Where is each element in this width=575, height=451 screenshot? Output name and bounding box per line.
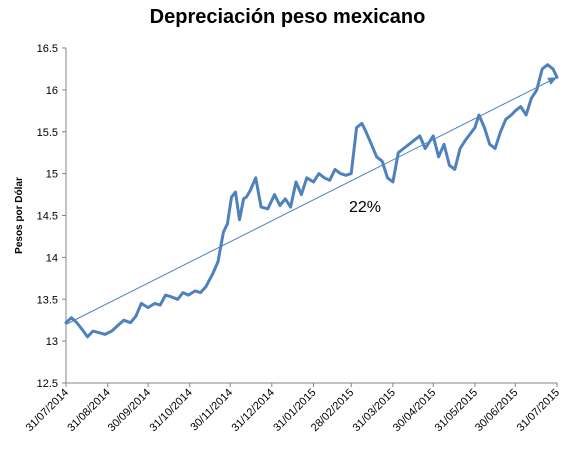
y-tick-label: 16.5 [37,43,58,55]
y-tick-label: 14.5 [37,211,58,223]
y-tick-label: 15 [46,169,58,181]
x-tick-label: 30/04/2015 [391,387,438,434]
y-tick-label: 14 [46,252,58,264]
trendline [65,76,558,325]
x-tick-label: 31/10/2014 [147,387,194,434]
x-tick-label: 31/08/2014 [65,387,112,434]
trendline-arrowhead [547,77,557,85]
x-tick-label: 31/07/2015 [515,387,562,434]
x-tick-label: 30/06/2015 [473,387,520,434]
x-tick-label: 30/11/2014 [188,387,235,434]
x-tick-label: 30/09/2014 [106,387,153,434]
y-tick-label: 15.5 [37,127,58,139]
x-tick-label: 31/03/2015 [351,387,398,434]
y-tick-label: 13 [46,336,58,348]
y-tick-label: 12.5 [37,378,58,390]
y-tick-label: 13.5 [37,294,58,306]
x-tick-label: 31/12/2014 [230,387,277,434]
y-tick-label: 16 [46,85,58,97]
chart-title: Depreciación peso mexicano [149,6,426,28]
series-line-peso [64,63,559,339]
x-tick-label: 31/07/2014 [24,387,71,434]
x-tick-label: 31/05/2015 [433,387,480,434]
annotation-label: 22% [349,199,381,216]
y-axis-label: Pesos por Dólar [14,177,25,254]
y-axis-ticks: 12.5 13 13.5 14 14.5 15 15.5 16 16.5 [37,43,66,390]
x-axis-ticks: 31/07/201431/08/201430/09/201431/10/2014… [24,383,562,434]
